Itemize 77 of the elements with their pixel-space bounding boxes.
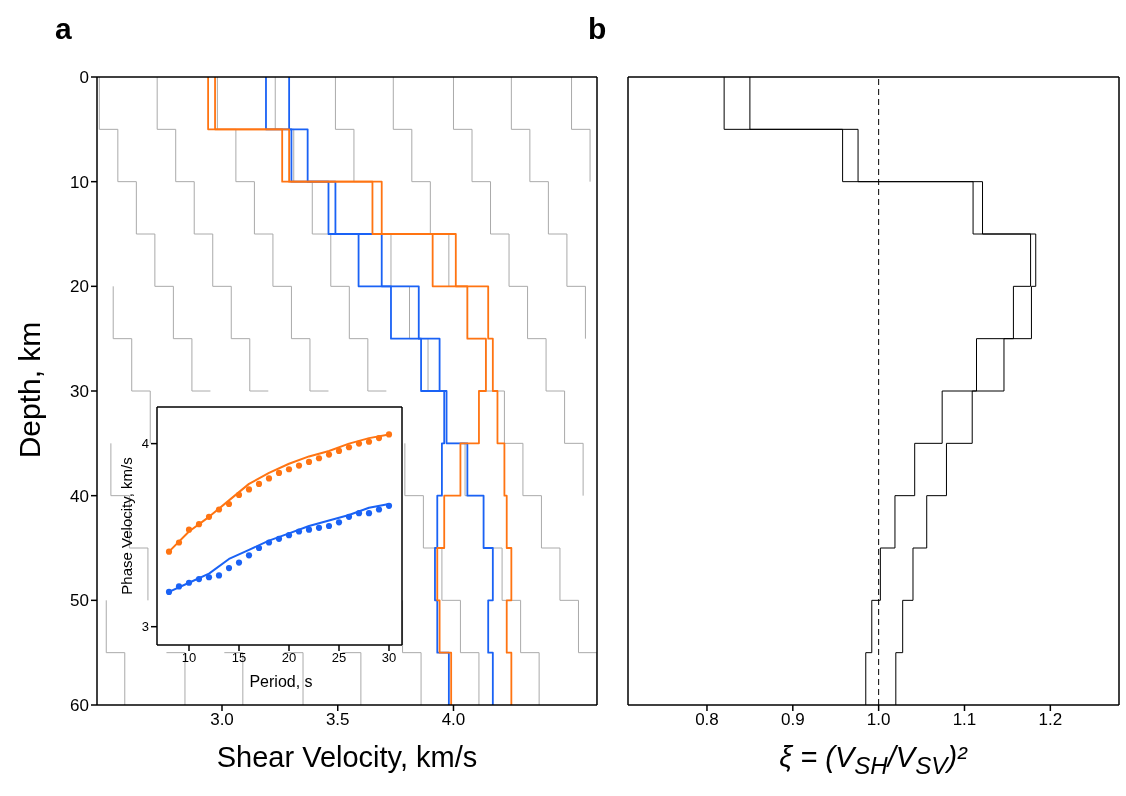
line-series	[510, 77, 586, 340]
y-tick-label: 10	[70, 172, 89, 192]
chart-title: b	[588, 12, 607, 46]
point	[295, 528, 303, 535]
point	[185, 579, 193, 586]
line-series	[452, 77, 584, 497]
point	[245, 486, 253, 493]
x-tick-label: 30	[381, 650, 397, 666]
point	[175, 539, 183, 546]
y-tick-label: 40	[70, 486, 89, 506]
chart-title: a	[55, 12, 72, 46]
point	[245, 552, 253, 559]
x-axis-title: ξ = (V$_{SH}$/V$_{SV}$)²	[779, 741, 967, 780]
point	[215, 572, 223, 579]
point	[175, 583, 183, 590]
y-axis-title: Depth, km	[13, 321, 47, 459]
y-tick-label: 3	[141, 619, 149, 635]
x-tick-label: 0.8	[695, 710, 719, 730]
point	[225, 500, 233, 508]
point	[325, 522, 333, 530]
point	[365, 510, 373, 517]
y-tick-label: 20	[70, 277, 89, 297]
x-axis-title: Shear Velocity, km/s	[216, 741, 478, 774]
point	[345, 444, 353, 451]
point	[255, 480, 263, 487]
point	[235, 559, 243, 566]
point	[375, 435, 383, 442]
y-tick-label: 4	[141, 436, 149, 452]
point	[295, 462, 303, 469]
point	[275, 469, 283, 476]
x-tick-label: 3.0	[210, 710, 234, 730]
point	[165, 548, 173, 555]
y-tick-label: 0	[79, 68, 89, 88]
x-tick-label: 25	[331, 650, 347, 666]
y-axis-title: Phase Velocity, km/s	[117, 457, 135, 595]
point	[265, 539, 273, 546]
x-tick-label: 3.5	[325, 710, 350, 730]
point	[275, 535, 283, 542]
y-tick-label: 30	[70, 382, 89, 402]
x-tick-label: 20	[281, 650, 297, 666]
x-tick-label: 1.2	[1038, 710, 1063, 730]
point	[385, 502, 393, 509]
point	[345, 513, 353, 520]
x-tick-label: 1.1	[952, 710, 977, 730]
point	[365, 438, 373, 445]
point	[235, 491, 243, 498]
point	[375, 506, 383, 513]
point	[315, 455, 323, 462]
x-tick-label: 4.0	[441, 710, 466, 730]
y-tick-label: 50	[70, 591, 89, 611]
x-tick-label: 1.0	[866, 710, 891, 730]
point	[165, 588, 173, 595]
x-axis-title: Period, s	[249, 673, 313, 691]
x-tick-label: 15	[231, 650, 247, 666]
point	[355, 440, 363, 447]
point	[195, 521, 203, 528]
point	[285, 532, 293, 539]
point	[225, 565, 233, 572]
point	[335, 447, 343, 455]
x-tick-label: 0.9	[780, 710, 805, 730]
point	[185, 526, 193, 533]
y-tick-label: 60	[70, 696, 89, 716]
point	[205, 574, 213, 581]
point	[325, 451, 333, 458]
point	[315, 524, 323, 531]
point	[385, 431, 393, 438]
point	[305, 526, 313, 533]
point	[255, 544, 263, 552]
point	[215, 506, 223, 513]
point	[265, 475, 273, 482]
point	[195, 576, 203, 583]
point	[205, 513, 213, 520]
point	[305, 458, 313, 466]
point	[355, 510, 363, 517]
point	[285, 466, 293, 473]
point	[335, 519, 343, 526]
x-tick-label: 10	[181, 650, 197, 666]
